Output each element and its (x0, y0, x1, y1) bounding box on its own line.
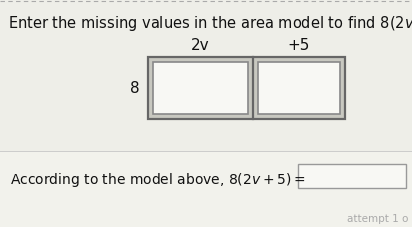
Text: 2v: 2v (191, 38, 210, 53)
Bar (148, 58, 345, 119)
Bar (0, 151, 412, 227)
Bar (298, 164, 406, 188)
Bar (153, 63, 248, 114)
Text: Enter the missing values in the area model to find $8(2v + 5)$: Enter the missing values in the area mod… (8, 14, 412, 33)
Text: attempt 1 o: attempt 1 o (346, 213, 408, 223)
Text: According to the model above, $8(2v + 5) =$: According to the model above, $8(2v + 5)… (10, 170, 306, 188)
Bar (258, 63, 340, 114)
Text: 8: 8 (130, 81, 140, 96)
Text: +5: +5 (288, 38, 310, 53)
